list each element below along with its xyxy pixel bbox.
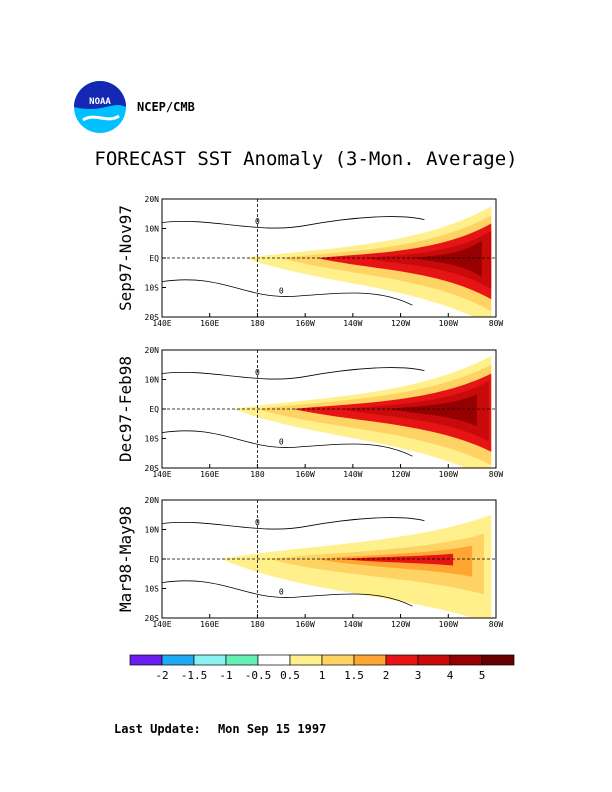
x-tick-label: 100W	[439, 620, 458, 629]
legend-level-label: -1	[219, 669, 232, 682]
legend-swatch	[225, 654, 259, 666]
y-tick-label: EQ	[149, 254, 159, 263]
contour-label: 0	[279, 587, 284, 596]
y-tick-label: 20N	[145, 496, 160, 505]
source-label: NCEP/CMB	[137, 100, 195, 114]
legend-level-label: 1.5	[344, 669, 364, 682]
panel-period-label: Sep97-Nov97	[116, 205, 135, 311]
legend-swatch	[193, 654, 227, 666]
x-tick-label: 120W	[391, 620, 410, 629]
legend-swatch	[417, 654, 451, 666]
x-tick-label: 140E	[152, 620, 171, 629]
x-tick-label: 80W	[489, 470, 504, 479]
y-tick-label: 20S	[145, 614, 160, 623]
logo-wordmark: NOAA	[89, 97, 111, 107]
legend-swatch	[353, 654, 387, 666]
contour-label: 0	[279, 437, 284, 446]
x-tick-label: 140W	[343, 620, 362, 629]
last-update-label: Last Update:	[114, 722, 201, 736]
y-tick-label: 20N	[145, 195, 160, 204]
anomaly-region	[388, 394, 477, 427]
zero-contour	[162, 367, 425, 380]
zero-contour	[162, 216, 425, 229]
y-tick-label: 10S	[145, 435, 160, 444]
anomaly-region	[340, 553, 454, 566]
legend-swatch	[481, 654, 515, 666]
x-tick-label: 160E	[200, 319, 219, 328]
map-panel: 0020N10NEQ10S20S140E160E180160W140W120W1…	[116, 496, 503, 629]
x-tick-label: 180	[250, 470, 265, 479]
sst-anomaly-chart: 0020N10NEQ10S20S140E160E180160W140W120W1…	[116, 195, 515, 682]
y-tick-label: 20S	[145, 464, 160, 473]
map-panel: 0020N10NEQ10S20S140E160E180160W140W120W1…	[116, 195, 503, 328]
x-tick-label: 100W	[439, 470, 458, 479]
y-tick-label: EQ	[149, 555, 159, 564]
x-tick-label: 160W	[296, 620, 315, 629]
x-tick-label: 140W	[343, 470, 362, 479]
x-tick-label: 160W	[296, 319, 315, 328]
zero-contour	[162, 517, 425, 530]
x-tick-label: 140E	[152, 470, 171, 479]
x-tick-label: 140E	[152, 319, 171, 328]
legend-swatch	[385, 654, 419, 666]
anomaly-region	[412, 240, 482, 278]
color-legend: -2 -1.5 -1 -0.5 0.5 1 1.5 2 3 4 5	[129, 654, 515, 682]
legend-level-label: -2	[155, 669, 168, 682]
legend-level-label: 1	[319, 669, 326, 682]
y-tick-label: 20S	[145, 313, 160, 322]
legend-swatch	[129, 654, 163, 666]
legend-level-label: 2	[383, 669, 390, 682]
x-tick-label: 80W	[489, 319, 504, 328]
x-tick-label: 120W	[391, 319, 410, 328]
chart-title: FORECAST SST Anomaly (3-Mon. Average)	[94, 148, 518, 170]
panel-period-label: Mar98-May98	[116, 506, 135, 612]
legend-swatch	[449, 654, 483, 666]
panel-period-label: Dec97-Feb98	[116, 356, 135, 462]
legend-swatch	[257, 654, 291, 666]
y-tick-label: 10N	[145, 376, 160, 385]
legend-level-label: -1.5	[181, 669, 208, 682]
zero-contour	[162, 580, 413, 607]
x-tick-label: 180	[250, 319, 265, 328]
legend-swatch	[321, 654, 355, 666]
cool-anomaly-region	[221, 305, 253, 317]
x-tick-label: 80W	[489, 620, 504, 629]
noaa-logo: NOAA	[74, 81, 126, 133]
last-update: Last Update: Mon Sep 15 1997	[114, 722, 336, 736]
x-tick-label: 160E	[200, 620, 219, 629]
last-update-date: Mon Sep 15 1997	[217, 722, 327, 736]
y-tick-label: 10S	[145, 284, 160, 293]
x-tick-label: 160W	[296, 470, 315, 479]
legend-level-label: 5	[479, 669, 486, 682]
y-tick-label: 10N	[145, 526, 160, 535]
x-tick-label: 180	[250, 620, 265, 629]
y-tick-label: EQ	[149, 405, 159, 414]
map-panel: 0020N10NEQ10S20S140E160E180160W140W120W1…	[116, 346, 504, 479]
legend-swatch	[161, 654, 195, 666]
zero-contour	[162, 430, 413, 457]
y-tick-label: 10N	[145, 225, 160, 234]
x-tick-label: 140W	[343, 319, 362, 328]
y-tick-label: 10S	[145, 585, 160, 594]
legend-level-label: 4	[447, 669, 454, 682]
legend-swatch	[289, 654, 323, 666]
legend-level-label: -0.5	[245, 669, 272, 682]
x-tick-label: 120W	[391, 470, 410, 479]
x-tick-label: 100W	[439, 319, 458, 328]
x-tick-label: 160E	[200, 470, 219, 479]
contour-label: 0	[279, 286, 284, 295]
legend-level-label: 0.5	[280, 669, 300, 682]
legend-level-label: 3	[415, 669, 422, 682]
y-tick-label: 20N	[145, 346, 160, 355]
zero-contour	[162, 279, 413, 306]
